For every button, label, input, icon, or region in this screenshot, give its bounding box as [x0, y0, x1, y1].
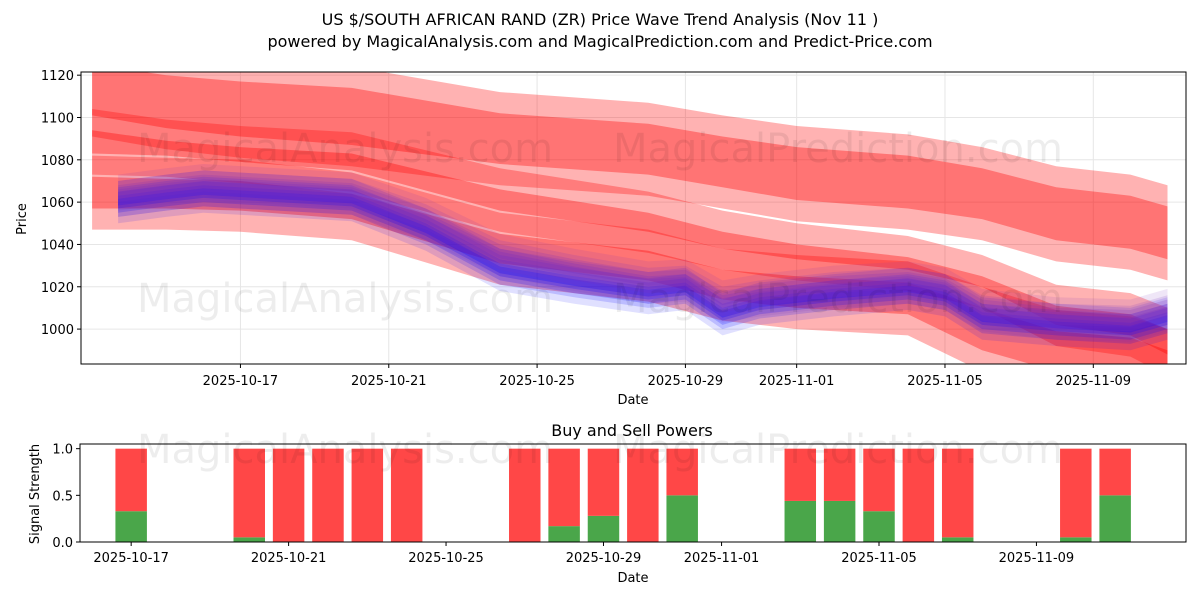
price-wave-blue [118, 170, 1168, 351]
signal-axes-frame [79, 443, 1187, 543]
price-wave-blue [118, 181, 1168, 340]
price-y-tick-label: 1120 [41, 69, 74, 84]
sell-bar [863, 448, 895, 512]
buy-bar [666, 495, 698, 542]
price-y-tick-label: 1080 [41, 154, 74, 169]
chart-subtitle: powered by MagicalAnalysis.com and Magic… [267, 32, 932, 51]
price-x-ticks: 2025-10-17 2025-10-21 2025-10-25 2025-10-29… [203, 364, 1131, 389]
price-x-tick-label: 2025-10-21 [351, 374, 427, 389]
price-y-label: Price [15, 203, 30, 235]
signal-x-tick-label: 2025-10-25 [408, 551, 484, 566]
price-wave-blue [118, 185, 1168, 336]
predicted-wave-lower-outer [92, 155, 1168, 364]
watermark: MagicalPrediction.com [613, 276, 1063, 322]
sell-bar [627, 448, 659, 542]
sell-bar [312, 448, 344, 542]
price-y-tick-label: 1040 [41, 238, 74, 253]
watermark: MagicalPrediction.com [613, 427, 1063, 473]
buy-bar [587, 515, 620, 542]
predicted-wave-middle [92, 130, 1168, 355]
buy-bar [823, 500, 856, 542]
sell-bar [351, 448, 384, 542]
signal-x-tick-label: 2025-10-29 [566, 551, 642, 566]
price-x-tick-label: 2025-11-01 [759, 374, 835, 389]
price-y-ticks: 1000 1020 1040 1060 1080 1100 1120 [41, 69, 81, 338]
signal-x-tick-label: 2025-11-01 [684, 551, 760, 566]
sell-bar [1099, 448, 1131, 496]
price-x-tick-label: 2025-10-25 [499, 374, 575, 389]
watermark: MagicalAnalysis.com [137, 427, 553, 473]
sell-bar [587, 448, 620, 516]
predicted-wave-lower [92, 176, 1168, 364]
predicted-wave-upper [92, 72, 1168, 260]
watermark: MagicalAnalysis.com [137, 126, 553, 172]
signal-x-tick-label: 2025-11-09 [999, 551, 1075, 566]
sell-bar [784, 448, 817, 501]
price-x-label: Date [617, 393, 648, 408]
signal-y-ticks: 0.0 0.5 1.0 [52, 443, 80, 551]
signal-x-tick-label: 2025-11-05 [841, 551, 917, 566]
signal-plot-area [115, 448, 1131, 542]
signal-x-label: Date [617, 571, 648, 586]
signal-x-ticks: 2025-10-17 2025-10-21 2025-10-25 2025-10-29… [93, 542, 1074, 566]
sell-bar [390, 448, 423, 542]
watermarks-bottom: MagicalAnalysis.com MagicalPrediction.co… [137, 427, 1063, 473]
signal-x-tick-label: 2025-10-21 [251, 551, 327, 566]
price-x-tick-label: 2025-11-09 [1056, 374, 1132, 389]
sell-bar [1060, 448, 1092, 538]
price-axes-frame [80, 71, 1187, 365]
sell-bar [666, 448, 698, 496]
price-wave-purple [118, 174, 1168, 332]
buy-bar [233, 537, 265, 542]
price-wave-purple [118, 164, 1168, 342]
buy-bar [1060, 537, 1092, 542]
sell-bar [548, 448, 580, 527]
sell-bar [509, 448, 541, 542]
sell-bar [902, 448, 935, 542]
signal-y-tick-label: 0.0 [52, 536, 73, 551]
price-x-tick-label: 2025-11-05 [907, 374, 983, 389]
watermark: MagicalPrediction.com [613, 126, 1063, 172]
price-x-tick-label: 2025-10-17 [203, 374, 279, 389]
price-y-tick-label: 1100 [41, 111, 74, 126]
signal-y-label: Signal Strength [28, 444, 43, 544]
buy-bar [863, 511, 895, 542]
buy-bar [548, 526, 580, 542]
predicted-wave-upper-outer [92, 72, 1168, 281]
predicted-wave-middle-outer [92, 109, 1168, 364]
signal-chart-title: Buy and Sell Powers [551, 421, 713, 440]
signal-y-tick-label: 0.5 [52, 489, 73, 504]
price-y-tick-label: 1000 [41, 323, 74, 338]
buy-bar [941, 537, 974, 542]
buy-bar [115, 511, 147, 542]
sell-bar [233, 448, 265, 538]
price-y-tick-label: 1020 [41, 281, 74, 296]
price-plot-area [92, 72, 1168, 364]
sell-bar [272, 448, 305, 542]
price-wave-purple [118, 170, 1168, 336]
watermark: MagicalAnalysis.com [137, 276, 553, 322]
price-y-tick-label: 1060 [41, 196, 74, 211]
sell-bar [823, 448, 856, 501]
buy-bar [784, 500, 817, 542]
watermarks-top: MagicalAnalysis.com MagicalPrediction.co… [137, 126, 1063, 322]
sell-bar [941, 448, 974, 538]
signal-y-tick-label: 1.0 [52, 443, 73, 458]
price-grid [81, 72, 1186, 364]
buy-bar [1099, 495, 1131, 542]
chart-title: US $/SOUTH AFRICAN RAND (ZR) Price Wave … [322, 10, 879, 29]
price-x-tick-label: 2025-10-29 [648, 374, 724, 389]
sell-bar [115, 448, 147, 512]
price-wave-blue [118, 176, 1168, 344]
signal-x-tick-label: 2025-10-17 [93, 551, 169, 566]
